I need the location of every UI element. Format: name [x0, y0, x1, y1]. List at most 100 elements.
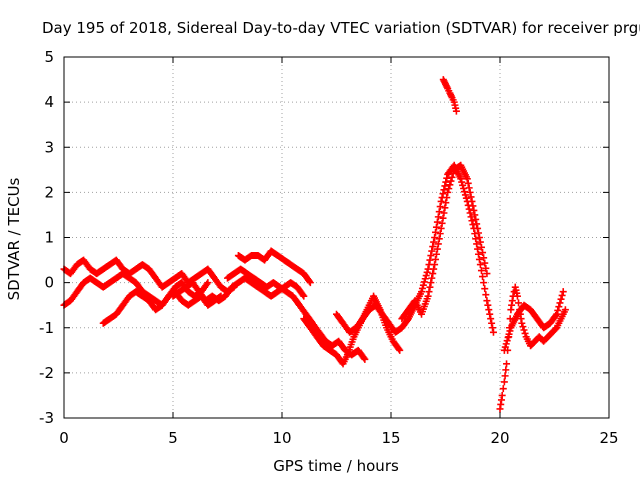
data-point — [481, 285, 489, 293]
data-point — [482, 291, 490, 299]
data-point — [515, 299, 523, 307]
data-point — [477, 267, 485, 275]
data-point — [483, 270, 491, 278]
series-track-8 — [333, 161, 497, 336]
data-point — [430, 265, 438, 273]
data-point — [441, 204, 449, 212]
data-point — [481, 259, 489, 267]
data-point — [428, 247, 436, 255]
data-point — [361, 355, 369, 363]
series-track-7 — [300, 292, 404, 368]
y-tick-label: 3 — [44, 138, 54, 156]
data-point — [462, 194, 470, 202]
x-tick-label: 10 — [272, 429, 291, 447]
data-point — [467, 213, 475, 221]
y-tick-label: 4 — [44, 93, 54, 111]
x-tick-label: 0 — [59, 429, 69, 447]
y-tick-label: -2 — [39, 364, 54, 382]
series-track-12 — [500, 288, 567, 354]
data-point — [479, 273, 487, 281]
data-point — [498, 391, 506, 399]
x-axis-label: GPS time / hours — [273, 457, 399, 475]
data-point — [559, 288, 567, 296]
data-point — [474, 224, 482, 232]
data-point — [444, 188, 452, 196]
data-point — [480, 254, 488, 262]
ticks-layer: 0 5 10 15 20 25 -3 -2 -1 0 1 2 3 4 5 — [39, 48, 619, 447]
data-point — [520, 326, 528, 334]
data-point — [452, 107, 460, 115]
data-point — [486, 310, 494, 318]
data-point — [436, 230, 444, 238]
data-point — [432, 223, 440, 231]
data-point — [434, 240, 442, 248]
data-point — [475, 255, 483, 263]
data-point — [438, 219, 446, 227]
series-track-10 — [439, 76, 460, 115]
x-tick-label: 5 — [168, 429, 178, 447]
data-point — [441, 182, 449, 190]
data-point — [470, 206, 478, 214]
data-point — [505, 330, 513, 338]
data-point — [501, 372, 509, 380]
data-point — [433, 218, 441, 226]
data-point — [555, 303, 563, 311]
data-point — [431, 261, 439, 269]
data-point — [432, 250, 440, 258]
data-point — [418, 288, 426, 296]
data-point — [360, 354, 368, 362]
data-point — [426, 283, 434, 291]
data-point — [483, 297, 491, 305]
data-point — [561, 306, 569, 314]
data-point — [479, 249, 487, 257]
data-point — [440, 209, 448, 217]
data-point — [436, 203, 444, 211]
data-point — [463, 175, 471, 183]
x-tick-label: 20 — [490, 429, 509, 447]
data-point — [482, 264, 490, 272]
data-point — [477, 243, 485, 251]
data-point — [429, 243, 437, 251]
data-point — [442, 178, 450, 186]
data-point — [500, 378, 508, 386]
data-point — [299, 291, 307, 299]
data-point — [558, 291, 566, 299]
data-point — [476, 261, 484, 269]
y-tick-label: 2 — [44, 183, 54, 201]
data-point — [420, 278, 428, 286]
data-point — [428, 274, 436, 282]
data-point — [519, 323, 527, 331]
data-point — [485, 306, 493, 314]
data-point — [468, 197, 476, 205]
data-point — [503, 360, 511, 368]
data-point — [395, 345, 403, 353]
data-point — [472, 215, 480, 223]
data-point — [459, 181, 467, 189]
data-point — [442, 199, 450, 207]
y-tick-label: 0 — [44, 274, 54, 292]
data-point — [457, 175, 465, 183]
data-point — [472, 235, 480, 243]
data-point — [504, 333, 512, 341]
points-layer — [60, 76, 569, 413]
data-point — [458, 178, 466, 186]
data-point — [203, 280, 211, 288]
data-point — [419, 281, 427, 289]
data-point — [474, 245, 482, 253]
data-point — [434, 213, 442, 221]
y-tick-label: 1 — [44, 229, 54, 247]
data-point — [437, 197, 445, 205]
data-point — [471, 211, 479, 219]
data-point — [429, 270, 437, 278]
data-point — [556, 299, 564, 307]
data-point — [432, 255, 440, 263]
data-point — [469, 202, 477, 210]
data-point — [475, 234, 483, 241]
data-point — [502, 340, 510, 348]
series-track-1 — [60, 256, 238, 296]
data-point — [500, 346, 508, 354]
series-track-9 — [398, 161, 491, 323]
data-point — [466, 209, 474, 217]
data-point — [448, 173, 456, 181]
data-point — [427, 252, 435, 260]
